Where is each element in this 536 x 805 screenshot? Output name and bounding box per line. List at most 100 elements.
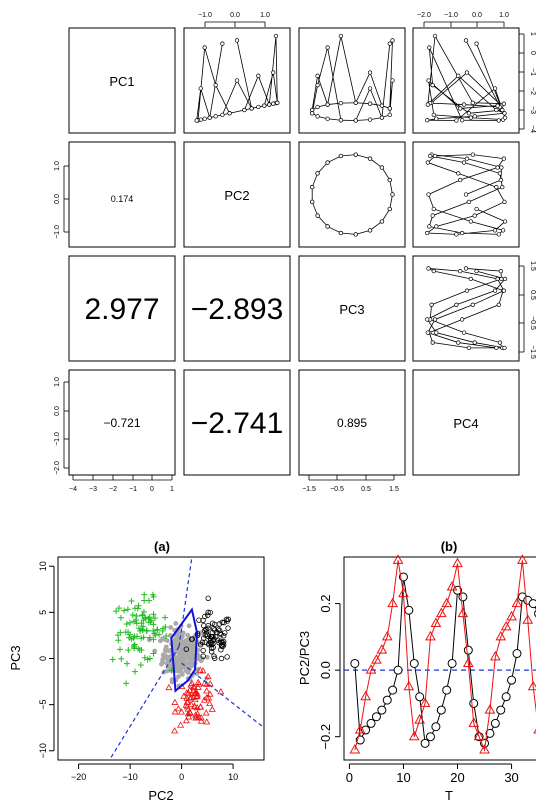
scatter-point-plus: [121, 607, 128, 614]
bottom-tick-c2-1: −0.5: [330, 486, 344, 493]
trajectory-point: [474, 41, 479, 46]
diag-label-pc4: PC4: [453, 416, 478, 431]
series-marker-triangle: [371, 654, 382, 664]
corr-pc4-pc1: −0.721: [103, 416, 140, 430]
trajectory-point: [425, 330, 430, 335]
series-marker-circle: [485, 728, 495, 738]
series-marker-circle: [501, 692, 511, 702]
scatter-point-plus: [135, 602, 142, 609]
trajectory-point: [367, 101, 373, 106]
trajectory-point: [430, 83, 435, 88]
trajectory-point: [315, 73, 320, 78]
scatter-point-dot: [175, 668, 181, 674]
trajectory-point: [466, 199, 472, 205]
series-marker-triangle: [354, 724, 366, 734]
scatter-point-triangle: [184, 710, 192, 717]
series-marker-triangle: [484, 704, 496, 714]
trajectory-point: [425, 317, 430, 322]
trajectory-point: [325, 160, 330, 165]
scatter-point-dot: [164, 668, 170, 674]
scatter-point-dot: [186, 623, 192, 629]
series-marker-circle: [404, 605, 414, 615]
series-marker-triangle: [446, 580, 458, 591]
trajectory-point: [427, 153, 433, 159]
diag-label-pc3: PC3: [339, 302, 364, 317]
trajectory-point: [459, 317, 465, 322]
trajectory-point: [227, 111, 232, 116]
scatter-point-plus: [144, 656, 151, 663]
scatter-point-plus: [150, 636, 157, 643]
scatter-point-circle: [205, 609, 211, 616]
scatter-point-triangle: [206, 699, 214, 707]
panel-1-2: [183, 27, 291, 134]
scatter-point-circle: [220, 633, 227, 639]
trajectory-point: [353, 100, 358, 105]
trajectory-point: [234, 78, 240, 83]
trajectory-point: [367, 156, 373, 161]
trajectory-point: [256, 104, 261, 110]
trajectory-point: [458, 106, 463, 111]
trajectory-point: [430, 340, 435, 345]
scatter-point-circle: [205, 612, 211, 618]
scatter-point-plus: [136, 625, 143, 632]
scatter-point-plus: [141, 591, 148, 598]
series-marker-triangle: [398, 587, 409, 598]
scatter-point-dot: [165, 657, 171, 662]
trajectory-point: [501, 288, 507, 293]
trajectory-point: [273, 33, 279, 39]
right-tick-r0-2: −1: [529, 68, 536, 76]
series-marker-circle: [490, 718, 500, 728]
trajectory-point: [242, 107, 247, 113]
scatter-point-dot: [195, 666, 201, 672]
trajectory-point: [367, 86, 373, 91]
scatter-point-circle: [201, 627, 208, 634]
trajectory-point: [458, 269, 463, 274]
scatter-point-triangle: [190, 683, 198, 691]
trajectory-point: [461, 102, 467, 107]
panel-1-3: [298, 27, 406, 134]
trajectory-point: [234, 38, 240, 43]
scatter-point-triangle: [171, 727, 179, 734]
scatter-point-plus: [132, 605, 139, 612]
bottom-tick-c2-2: 0.5: [361, 486, 371, 493]
scatter-point-dot: [169, 679, 175, 685]
trajectory-point: [429, 302, 434, 307]
panel-2-4: [412, 141, 520, 248]
diag-label-pc2: PC2: [224, 188, 249, 203]
scatter-point-circle: [200, 647, 206, 654]
series-marker-circle: [366, 718, 376, 728]
scatter-point-plus: [137, 661, 144, 668]
series-marker-triangle: [500, 620, 512, 631]
trajectory-point: [367, 228, 373, 233]
trajectory-point: [249, 106, 254, 111]
bottom-tick-c0-2: −2: [109, 486, 117, 493]
top-tick-c1-0: −1.0: [198, 12, 212, 19]
scatter-point-triangle: [177, 708, 185, 715]
scatter-point-triangle: [192, 711, 200, 718]
series-marker-circle: [409, 658, 419, 668]
panel-4-3: [298, 369, 406, 476]
series-marker-triangle: [376, 644, 388, 654]
scatter-point-plus: [128, 597, 135, 604]
scatter-point-plus: [132, 617, 139, 624]
scatter-point-circle: [183, 646, 190, 652]
top-tick-c1-2: 1.0: [260, 12, 270, 19]
scatter-point-circle: [208, 639, 214, 646]
trajectory-point: [466, 345, 472, 351]
scatter-point-dot: [177, 648, 183, 654]
scatter-point-triangle: [208, 705, 216, 712]
trajectory-point: [387, 112, 392, 118]
trajectory-point: [202, 116, 207, 121]
series-marker-triangle: [511, 597, 523, 608]
series-marker-circle: [377, 705, 387, 715]
series-marker-triangle: [425, 630, 436, 641]
trajectory-point: [390, 38, 395, 43]
trajectory-point: [390, 192, 395, 197]
trajectory-point: [353, 152, 358, 157]
scatter-point-plus: [161, 614, 168, 621]
trajectory-line: [426, 268, 506, 349]
scatter-point-triangle: [197, 717, 205, 724]
trajectory-point: [315, 171, 320, 176]
scatter-point-triangle: [190, 687, 198, 694]
scatter-point-circle: [210, 644, 216, 651]
